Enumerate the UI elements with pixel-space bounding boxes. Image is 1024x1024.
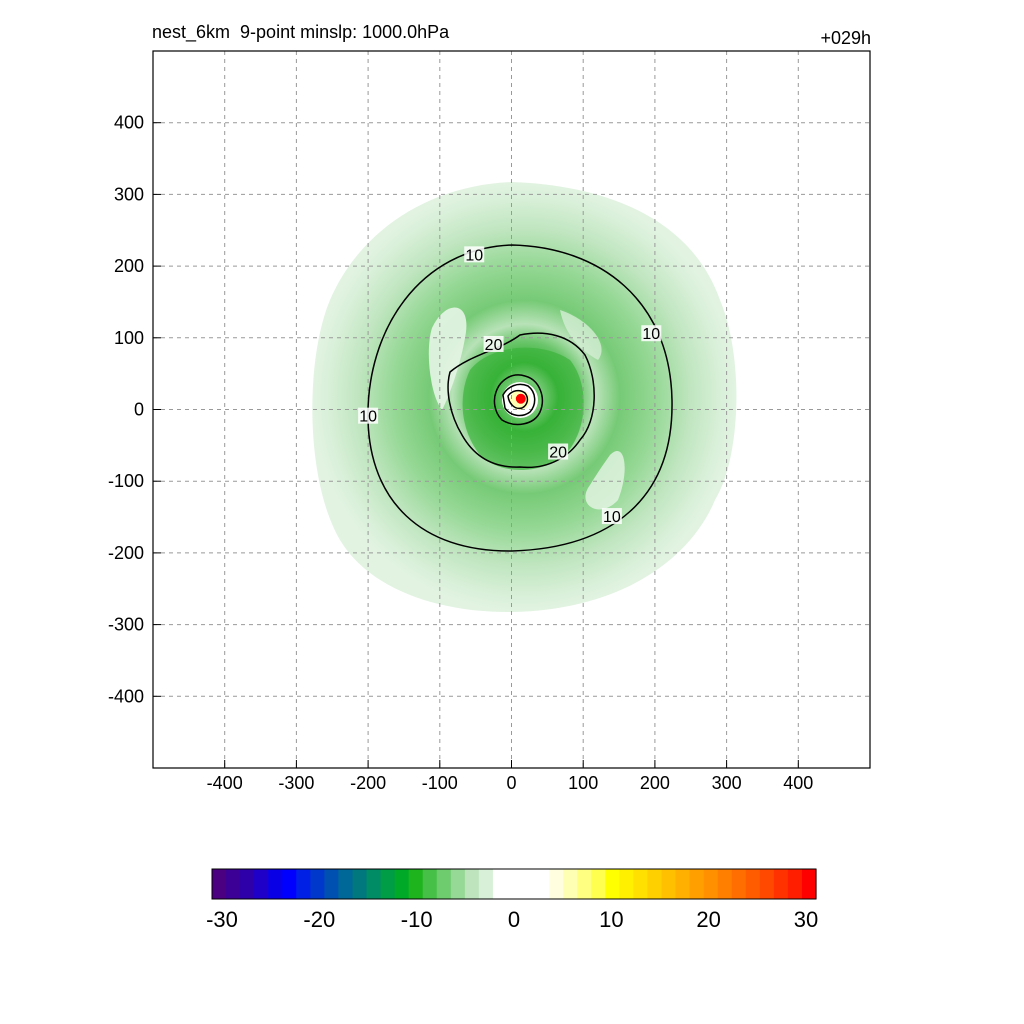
x-tick-label: -300 [278, 773, 314, 793]
colorbar-tick-label: 30 [794, 907, 818, 932]
colorbar-swatch [619, 869, 634, 899]
colorbar-swatch [296, 869, 311, 899]
colorbar-swatch [745, 869, 761, 899]
colorbar-swatch [422, 869, 438, 899]
colorbar-swatch [240, 869, 255, 899]
y-tick-label: 0 [134, 400, 144, 420]
y-tick-label: 300 [114, 184, 144, 204]
colorbar-swatch [577, 869, 592, 899]
colorbar-swatch [605, 869, 620, 899]
contour-label: 10 [603, 509, 621, 526]
colorbar-swatch [212, 869, 227, 899]
colorbar-swatch [703, 869, 719, 899]
shaded-band-light [585, 451, 625, 510]
contour-lines [367, 244, 673, 552]
contour-label-bg [641, 325, 662, 342]
x-tick-label: -100 [422, 773, 458, 793]
contour-label: 20 [549, 445, 567, 462]
colorbar-swatch [394, 869, 410, 899]
colorbar-swatch [464, 869, 480, 899]
colorbar-swatch [506, 869, 522, 899]
storm-center-marker [515, 393, 526, 404]
colorbar-swatch [254, 869, 269, 899]
colorbar-swatch [535, 869, 550, 899]
colorbar-swatch [380, 869, 396, 899]
y-tick-label: -100 [108, 471, 144, 491]
x-tick-label: 300 [712, 773, 742, 793]
colorbar-swatch [492, 869, 508, 899]
contour-label: 10 [359, 409, 377, 426]
contour-label-bg [483, 335, 504, 352]
contour-line-10 [367, 244, 673, 552]
y-tick-label: -300 [108, 615, 144, 635]
contour-label-bg [601, 508, 622, 525]
colorbar: -30 -20 -10 0 10 20 30 [206, 868, 818, 932]
contour-line-inner [493, 374, 544, 426]
colorbar-swatch [675, 869, 691, 899]
shaded-band-light [560, 310, 602, 360]
y-tick-label: 100 [114, 328, 144, 348]
contour-label-bg [358, 407, 379, 424]
x-tick-label: 200 [640, 773, 670, 793]
colorbar-swatch [731, 869, 747, 899]
colorbar-swatch [478, 869, 494, 899]
colorbar-swatch [647, 869, 663, 899]
colorbar-swatch [352, 869, 368, 899]
colorbar-frame [211, 868, 817, 900]
colorbar-swatch [521, 869, 536, 899]
x-tick-label: -400 [207, 773, 243, 793]
contour-label-bg [464, 246, 485, 263]
colorbar-swatch [310, 869, 325, 899]
colorbar-swatch [268, 869, 283, 899]
colorbar-swatch [689, 869, 705, 899]
y-tick-label: -200 [108, 543, 144, 563]
y-tick-label: 200 [114, 256, 144, 276]
forecast-hour-label: +029h [820, 28, 871, 48]
colorbar-swatch [549, 869, 564, 899]
x-tick-label: 0 [506, 773, 516, 793]
colorbar-swatch [282, 869, 297, 899]
colorbar-swatch [759, 869, 775, 899]
colorbar-swatch [324, 869, 340, 899]
colorbar-swatch [408, 869, 424, 899]
colorbar-tick-label: -20 [303, 907, 335, 932]
x-tick-label: 400 [783, 773, 813, 793]
colorbar-swatch [366, 869, 382, 899]
contour-labels: 10 10 10 10 20 20 [358, 246, 662, 526]
x-tick-label: 100 [568, 773, 598, 793]
colorbar-swatch [563, 869, 578, 899]
colorbar-swatch [226, 869, 241, 899]
contour-label: 10 [465, 247, 483, 264]
colorbar-swatch [450, 869, 466, 899]
contour-line-20 [447, 332, 595, 469]
colorbar-swatch [773, 869, 789, 899]
colorbar-swatch [338, 869, 354, 899]
y-tick-label: 400 [114, 113, 144, 133]
contour-label: 20 [485, 337, 503, 354]
colorbar-swatch [633, 869, 649, 899]
colorbar-swatch [661, 869, 677, 899]
colorbar-swatch [717, 869, 733, 899]
contour-label: 10 [642, 326, 660, 343]
colorbar-tick-label: 20 [696, 907, 720, 932]
colorbar-swatch [591, 869, 606, 899]
chart-title: nest_6km 9-point minslp: 1000.0hPa [152, 22, 450, 42]
colorbar-tick-label: -30 [206, 907, 238, 932]
colorbar-tick-label: 10 [599, 907, 623, 932]
colorbar-tick-label: -10 [401, 907, 433, 932]
x-tick-label: -200 [350, 773, 386, 793]
colorbar-swatch [787, 869, 803, 899]
colorbar-swatch [801, 869, 817, 899]
colorbar-tick-label: 0 [508, 907, 520, 932]
y-axis: -400 -300 -200 -100 0 100 200 300 400 [108, 113, 161, 706]
colorbar-swatch [436, 869, 452, 899]
y-tick-label: -400 [108, 686, 144, 706]
contour-label-bg [548, 443, 569, 460]
contour-line-inner [502, 383, 536, 417]
x-axis: -400 -300 -200 -100 0 100 200 300 400 [207, 760, 813, 793]
shaded-band-light [428, 307, 467, 410]
contour-line-inner [507, 389, 529, 410]
